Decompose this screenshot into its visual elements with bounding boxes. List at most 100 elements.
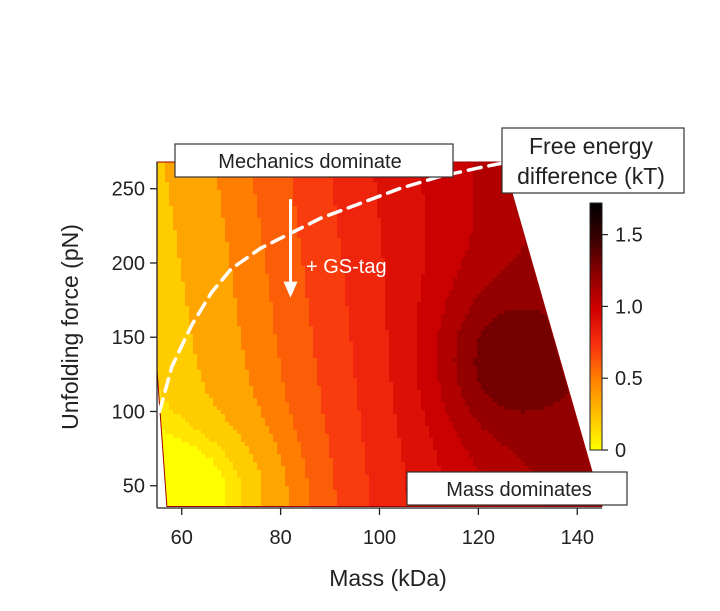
- heatmap-cell: [169, 210, 174, 215]
- heatmap-cell: [185, 334, 190, 339]
- heatmap-cell: [209, 322, 214, 327]
- heatmap-cell: [369, 206, 374, 211]
- heatmap-cell: [249, 182, 254, 187]
- heatmap-cell: [261, 342, 266, 347]
- heatmap-cell: [221, 242, 226, 247]
- heatmap-cell: [193, 266, 198, 271]
- heatmap-cell: [177, 466, 182, 471]
- heatmap-cell: [177, 294, 182, 299]
- heatmap-cell: [309, 342, 314, 347]
- heatmap-cell: [353, 486, 358, 491]
- heatmap-cell: [221, 458, 226, 463]
- heatmap-cell: [161, 250, 166, 255]
- heatmap-cell: [381, 494, 386, 499]
- heatmap-cell: [257, 202, 262, 207]
- heatmap-cell: [385, 294, 390, 299]
- heatmap-cell: [237, 450, 242, 455]
- heatmap-cell: [293, 310, 298, 315]
- heatmap-cell: [253, 398, 258, 403]
- heatmap-cell: [245, 410, 250, 415]
- heatmap-cell: [249, 186, 254, 191]
- heatmap-cell: [173, 454, 178, 459]
- heatmap-cell: [353, 478, 358, 483]
- heatmap-cell: [353, 366, 358, 371]
- heatmap-cell: [237, 186, 242, 191]
- heatmap-cell: [229, 198, 234, 203]
- heatmap-cell: [205, 338, 210, 343]
- heatmap-cell: [245, 218, 250, 223]
- heatmap-cell: [205, 214, 210, 219]
- heatmap-cell: [205, 290, 210, 295]
- heatmap-cell: [221, 390, 226, 395]
- heatmap-cell: [197, 190, 202, 195]
- heatmap-cell: [289, 394, 294, 399]
- heatmap-cell: [181, 462, 186, 467]
- heatmap-cell: [345, 262, 350, 267]
- heatmap-cell: [293, 454, 298, 459]
- heatmap-cell: [157, 174, 162, 179]
- heatmap-cell: [233, 386, 238, 391]
- heatmap-cell: [373, 182, 378, 187]
- heatmap-cell: [269, 398, 274, 403]
- heatmap-cell: [157, 234, 162, 239]
- heatmap-cell: [205, 194, 210, 199]
- heatmap-cell: [269, 374, 274, 379]
- heatmap-cell: [349, 406, 354, 411]
- heatmap-cell: [193, 402, 198, 407]
- heatmap-cell: [173, 382, 178, 387]
- heatmap-cell: [321, 446, 326, 451]
- heatmap-cell: [249, 414, 254, 419]
- heatmap-cell: [229, 322, 234, 327]
- heatmap-cell: [297, 314, 302, 319]
- heatmap-cell: [361, 486, 366, 491]
- heatmap-cell: [325, 362, 330, 367]
- heatmap-cell: [213, 238, 218, 243]
- heatmap-cell: [277, 450, 282, 455]
- heatmap-cell: [229, 406, 234, 411]
- heatmap-cell: [233, 186, 238, 191]
- heatmap-cell: [257, 402, 262, 407]
- heatmap-cell: [325, 422, 330, 427]
- heatmap-cell: [381, 354, 386, 359]
- heatmap-cell: [285, 398, 290, 403]
- heatmap-cell: [189, 494, 194, 499]
- heatmap-cell: [237, 370, 242, 375]
- heatmap-cell: [349, 454, 354, 459]
- heatmap-cell: [289, 470, 294, 475]
- heatmap-cell: [253, 226, 258, 231]
- heatmap-cell: [365, 262, 370, 267]
- heatmap-cell: [309, 298, 314, 303]
- heatmap-cell: [333, 398, 338, 403]
- heatmap-cell: [301, 394, 306, 399]
- heatmap-cell: [165, 394, 170, 399]
- heatmap-cell: [305, 426, 310, 431]
- heatmap-cell: [177, 342, 182, 347]
- heatmap-cell: [357, 266, 362, 271]
- heatmap-cell: [209, 306, 214, 311]
- heatmap-cell: [329, 494, 334, 499]
- heatmap-cell: [357, 310, 362, 315]
- heatmap-cell: [185, 430, 190, 435]
- heatmap-cell: [305, 366, 310, 371]
- heatmap-cell: [373, 454, 378, 459]
- heatmap-cell: [381, 326, 386, 331]
- heatmap-cell: [349, 294, 354, 299]
- heatmap-cell: [317, 494, 322, 499]
- heatmap-cell: [241, 254, 246, 259]
- heatmap-cell: [217, 318, 222, 323]
- heatmap-cell: [169, 474, 174, 479]
- heatmap-cell: [349, 222, 354, 227]
- heatmap-cell: [269, 178, 274, 183]
- heatmap-cell: [337, 434, 342, 439]
- heatmap-cell: [281, 490, 286, 495]
- heatmap-cell: [357, 234, 362, 239]
- heatmap-cell: [361, 470, 366, 475]
- heatmap-cell: [213, 274, 218, 279]
- heatmap-cell: [349, 366, 354, 371]
- heatmap-cell: [357, 178, 362, 183]
- heatmap-cell: [369, 402, 374, 407]
- heatmap-cell: [317, 346, 322, 351]
- heatmap-cell: [161, 186, 166, 191]
- heatmap-cell: [297, 458, 302, 463]
- heatmap-cell: [341, 326, 346, 331]
